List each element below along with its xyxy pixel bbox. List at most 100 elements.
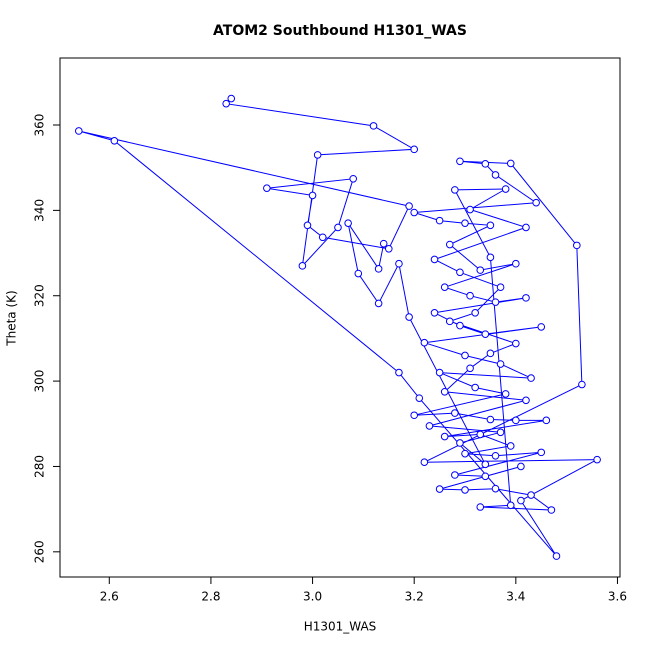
- point: [491, 451, 500, 460]
- point: [501, 185, 510, 193]
- point: [537, 323, 546, 331]
- y-tick-label: 340: [33, 199, 47, 222]
- point: [374, 265, 383, 273]
- x-tick-label: 2.8: [201, 590, 220, 604]
- point: [435, 368, 444, 377]
- point: [573, 241, 581, 250]
- point: [263, 184, 271, 192]
- point: [486, 349, 495, 358]
- point: [466, 205, 474, 214]
- point: [476, 503, 485, 511]
- x-tick-label: 2.6: [100, 590, 119, 604]
- point: [425, 422, 434, 430]
- point: [410, 411, 418, 420]
- point: [313, 151, 322, 159]
- point: [506, 442, 515, 450]
- point: [542, 416, 551, 425]
- point: [420, 458, 429, 466]
- point: [501, 390, 510, 398]
- point: [110, 137, 119, 145]
- point: [303, 221, 312, 230]
- point: [440, 387, 449, 396]
- y-tick-label: 360: [33, 114, 47, 137]
- point: [522, 223, 530, 232]
- point: [451, 471, 459, 479]
- point: [451, 186, 459, 194]
- x-tick-label: 3.2: [405, 590, 424, 604]
- x-tick-label: 3.4: [506, 590, 525, 604]
- point: [349, 174, 358, 183]
- point: [456, 439, 464, 447]
- point: [476, 430, 485, 439]
- point: [410, 145, 418, 154]
- point: [395, 368, 403, 377]
- point: [547, 506, 556, 514]
- point: [75, 127, 83, 135]
- point: [440, 283, 449, 291]
- point: [435, 216, 444, 225]
- point: [512, 416, 520, 425]
- point: [445, 240, 454, 249]
- point: [415, 394, 424, 402]
- point: [456, 268, 464, 277]
- point: [486, 415, 495, 424]
- point: [420, 338, 429, 347]
- point: [486, 253, 495, 262]
- point: [527, 374, 535, 382]
- point: [512, 339, 520, 348]
- y-tick-label: 260: [33, 540, 47, 563]
- x-tick-label: 3.0: [303, 590, 322, 604]
- point: [491, 171, 500, 179]
- point: [496, 360, 505, 368]
- point: [522, 396, 530, 405]
- point: [456, 321, 464, 330]
- point: [461, 486, 469, 494]
- point: [537, 448, 546, 457]
- point: [384, 244, 393, 253]
- point: [379, 239, 388, 248]
- point: [227, 94, 236, 103]
- point: [466, 364, 474, 373]
- point: [461, 449, 469, 458]
- point: [471, 309, 479, 317]
- point: [593, 455, 601, 464]
- point: [481, 160, 490, 168]
- point: [532, 198, 540, 207]
- series-line: [78, 98, 598, 557]
- point: [451, 409, 459, 417]
- point: [405, 202, 413, 210]
- point: [430, 255, 439, 264]
- point: [486, 221, 495, 230]
- x-axis-label: H1301_WAS: [304, 620, 377, 634]
- y-tick-label: 320: [33, 284, 47, 307]
- point: [334, 223, 342, 232]
- point: [491, 484, 500, 493]
- point: [445, 317, 454, 326]
- point: [506, 501, 515, 510]
- point: [506, 159, 515, 168]
- point: [491, 298, 500, 306]
- point: [517, 462, 525, 471]
- point: [552, 552, 561, 560]
- point: [522, 294, 530, 302]
- point: [512, 259, 520, 268]
- point: [298, 262, 307, 270]
- point: [527, 491, 535, 499]
- point: [222, 99, 230, 108]
- point: [308, 191, 317, 200]
- point: [410, 208, 418, 217]
- point: [481, 330, 490, 338]
- x-tick-label: 3.6: [608, 590, 627, 604]
- point: [344, 219, 352, 227]
- point: [578, 380, 586, 389]
- y-axis-label: Theta (K): [5, 290, 19, 346]
- point: [476, 266, 485, 274]
- plot-frame: [59, 57, 621, 578]
- point: [405, 313, 413, 321]
- point: [481, 472, 490, 481]
- point: [461, 219, 469, 227]
- point: [369, 122, 378, 130]
- point: [466, 291, 474, 300]
- point: [496, 283, 505, 291]
